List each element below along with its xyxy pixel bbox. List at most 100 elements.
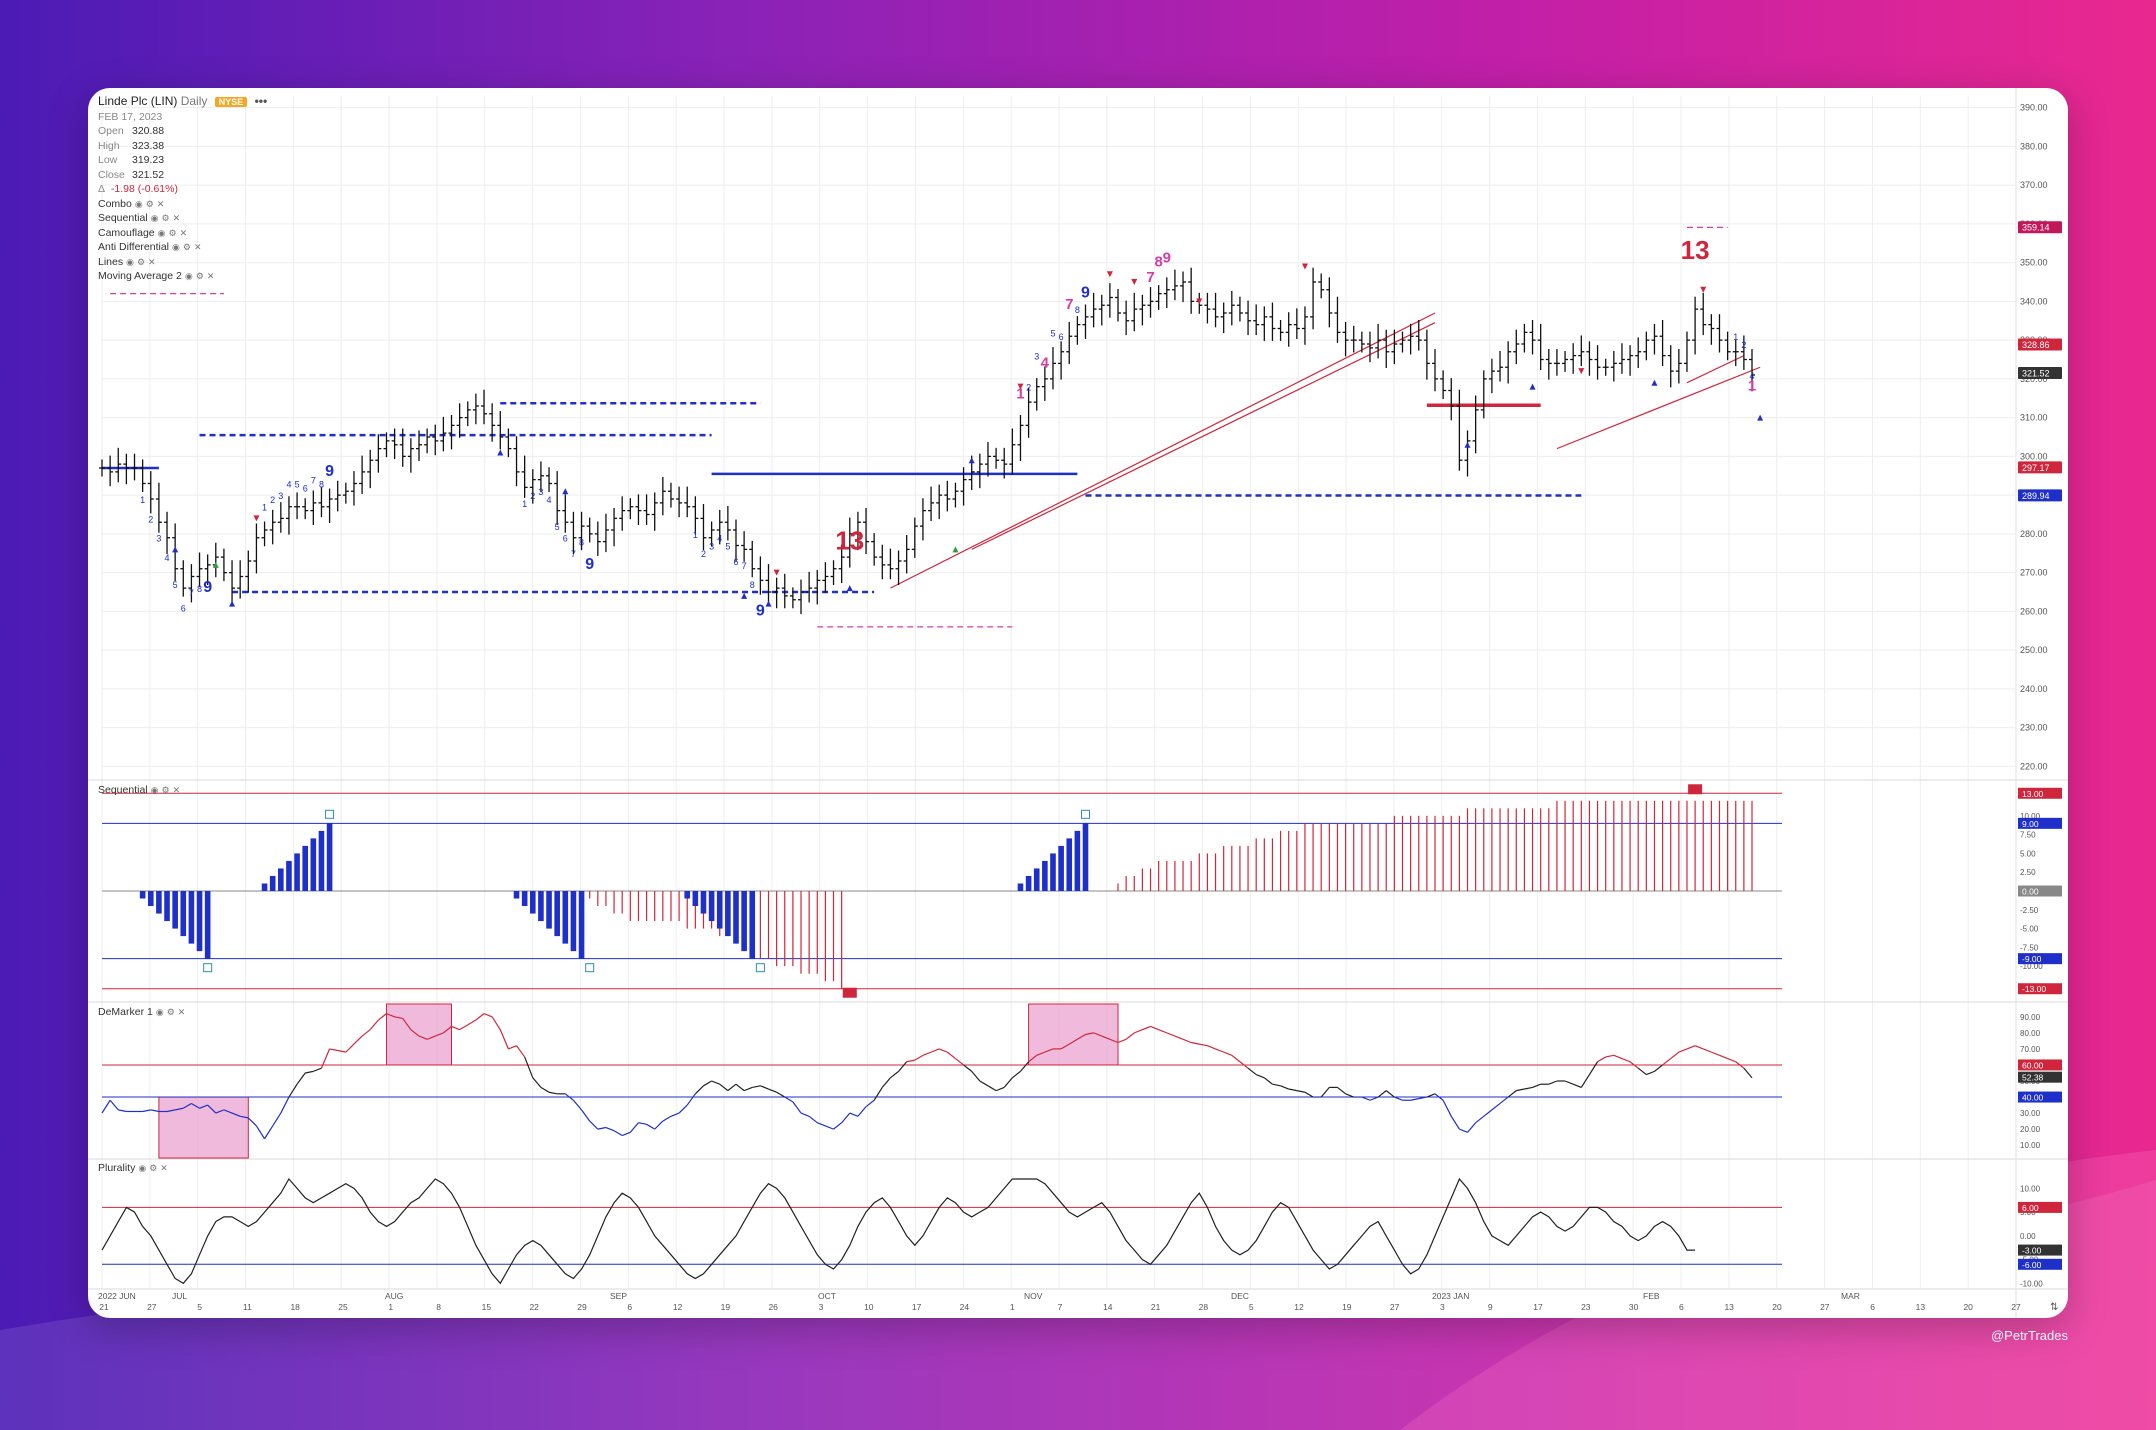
- demarker-line-segment: [1191, 1041, 1200, 1045]
- demarker-line-segment: [1272, 1083, 1281, 1087]
- demarker-line-segment: [646, 1123, 656, 1130]
- sell-arrow-icon: [1700, 286, 1707, 293]
- demarker-line-segment: [1580, 1074, 1590, 1088]
- month-axis-label: AUG: [385, 1291, 403, 1301]
- day-axis-label: 20: [1772, 1302, 1782, 1312]
- demarker-line-segment: [1597, 1056, 1607, 1063]
- ellipsis-icon[interactable]: •••: [254, 94, 268, 108]
- level-tag-label: 13.00: [2022, 789, 2044, 799]
- demarker-tick-label: 80.00: [2020, 1029, 2041, 1038]
- setup-bar: [156, 891, 162, 914]
- demarker-line-segment: [955, 1058, 964, 1066]
- demarker-line-segment: [946, 1051, 956, 1060]
- demarker-line-segment: [914, 1054, 924, 1061]
- demarker-line-segment: [987, 1085, 997, 1092]
- setup-bar: [318, 830, 325, 891]
- demarker-line-segment: [1182, 1038, 1192, 1044]
- day-axis-label: 27: [1390, 1302, 1400, 1312]
- symbol-title[interactable]: Linde Plc (LIN) Daily NYSE •••: [98, 94, 267, 110]
- demarker-line-segment: [1093, 1032, 1102, 1037]
- demarker-line-segment: [1255, 1074, 1265, 1079]
- demarker-line-segment: [654, 1120, 664, 1130]
- demarker-line-segment: [735, 1083, 745, 1092]
- demarker-line-segment: [662, 1115, 672, 1122]
- demarker-line-segment: [1516, 1088, 1525, 1092]
- td-setup-9-label: 9: [585, 556, 594, 573]
- close-icon: ✕: [156, 198, 165, 209]
- setup-bar: [538, 891, 544, 922]
- demarker-line-segment: [426, 1035, 436, 1040]
- demarker-line-segment: [1361, 1096, 1371, 1101]
- demarker-line-segment: [963, 1064, 973, 1072]
- setup-complete-marker: [585, 963, 595, 973]
- month-axis-label: NOV: [1024, 1291, 1043, 1301]
- buy-arrow-icon: [1529, 383, 1536, 390]
- demarker-line-segment: [1280, 1085, 1289, 1090]
- demarker-line-segment: [1564, 1080, 1574, 1085]
- day-axis-label: 24: [960, 1302, 970, 1312]
- indicator-combo[interactable]: Combo ◉ ⚙ ✕: [98, 197, 165, 210]
- close-icon: ✕: [148, 256, 156, 267]
- indicator-sequential[interactable]: Sequential ◉ ⚙ ✕: [98, 212, 181, 224]
- price-tick-label: 310.00: [2020, 413, 2048, 423]
- indicator-anti-differential[interactable]: Anti Differential ◉ ⚙ ✕: [98, 241, 202, 253]
- close-icon: ✕: [160, 1163, 168, 1173]
- price-tag: [2018, 461, 2062, 474]
- demarker-line-segment: [906, 1059, 915, 1063]
- sequential-tick-label: -5.00: [2020, 925, 2039, 934]
- indicator-lines[interactable]: Lines ◉ ⚙ ✕: [98, 255, 156, 268]
- demarker-line-segment: [1068, 1038, 1078, 1045]
- demarker-line-segment: [1743, 1067, 1753, 1079]
- gear-icon: ⚙: [161, 785, 170, 795]
- td-count-label: 6: [1059, 332, 1064, 342]
- demarker-line-segment: [231, 1112, 241, 1117]
- gear-icon: ⚙: [166, 1007, 175, 1017]
- indicator-moving-average-2[interactable]: Moving Average 2 ◉ ⚙ ✕: [98, 270, 215, 282]
- sequential-tick-label: 10.00: [2020, 812, 2041, 821]
- demarker-line-segment: [1215, 1048, 1224, 1053]
- setup-complete-marker: [325, 809, 335, 819]
- day-axis-label: 17: [1533, 1302, 1543, 1312]
- demarker-line-segment: [800, 1112, 810, 1117]
- price-tick-label: 220.00: [2020, 761, 2048, 771]
- close-icon: ✕: [193, 242, 202, 252]
- demarker-line-segment: [1011, 1070, 1021, 1079]
- td-count-label: 1: [693, 530, 698, 540]
- demarker-line-segment: [540, 1086, 550, 1093]
- setup-bar: [741, 891, 747, 952]
- close-icon: ✕: [177, 1007, 186, 1017]
- setup-bar: [749, 891, 756, 959]
- td-count-label: 4: [1749, 371, 1754, 381]
- demarker-line-segment: [118, 1109, 127, 1113]
- demarker-line-segment: [597, 1126, 607, 1130]
- demarker-line-segment: [499, 1029, 509, 1050]
- buy-arrow-icon: [846, 585, 853, 592]
- sequential-panel-title[interactable]: Sequential ◉ ⚙ ✕: [98, 784, 181, 796]
- sell-arrow-icon: [1196, 298, 1203, 305]
- level-tag-label: 40.00: [2022, 1093, 2044, 1103]
- buy-arrow-icon: [497, 449, 504, 456]
- demarker-line-segment: [1572, 1083, 1582, 1088]
- demarker-line-segment: [353, 1035, 363, 1045]
- demarker-panel-title[interactable]: DeMarker 1 ◉ ⚙ ✕: [98, 1006, 186, 1018]
- setup-bar: [147, 891, 154, 907]
- demarker-line-segment: [833, 1122, 843, 1130]
- demarker-line-segment: [142, 1109, 151, 1113]
- demarker-line-segment: [1296, 1090, 1306, 1093]
- gear-icon: ⚙: [195, 271, 204, 281]
- chart-canvas[interactable]: 390.00380.00370.00360.00350.00340.00330.…: [88, 88, 2068, 1318]
- day-axis-label: 25: [338, 1302, 348, 1312]
- day-axis-label: 3: [1440, 1302, 1445, 1312]
- demarker-line-segment: [1491, 1102, 1501, 1111]
- price-tag: [2018, 489, 2062, 502]
- day-axis-label: 13: [1724, 1302, 1734, 1312]
- day-axis-label: 23: [1581, 1302, 1591, 1312]
- setup-bar: [1074, 830, 1081, 891]
- plurality-panel-title[interactable]: Plurality ◉ ⚙ ✕: [98, 1162, 168, 1174]
- demarker-line-segment: [743, 1086, 753, 1092]
- demarker-line-segment: [1109, 1038, 1119, 1044]
- demarker-line-segment: [182, 1102, 192, 1109]
- td-count-label: 5: [1050, 328, 1055, 338]
- indicator-camouflage[interactable]: Camouflage ◉ ⚙ ✕: [98, 226, 188, 239]
- setup-bar: [1050, 853, 1056, 891]
